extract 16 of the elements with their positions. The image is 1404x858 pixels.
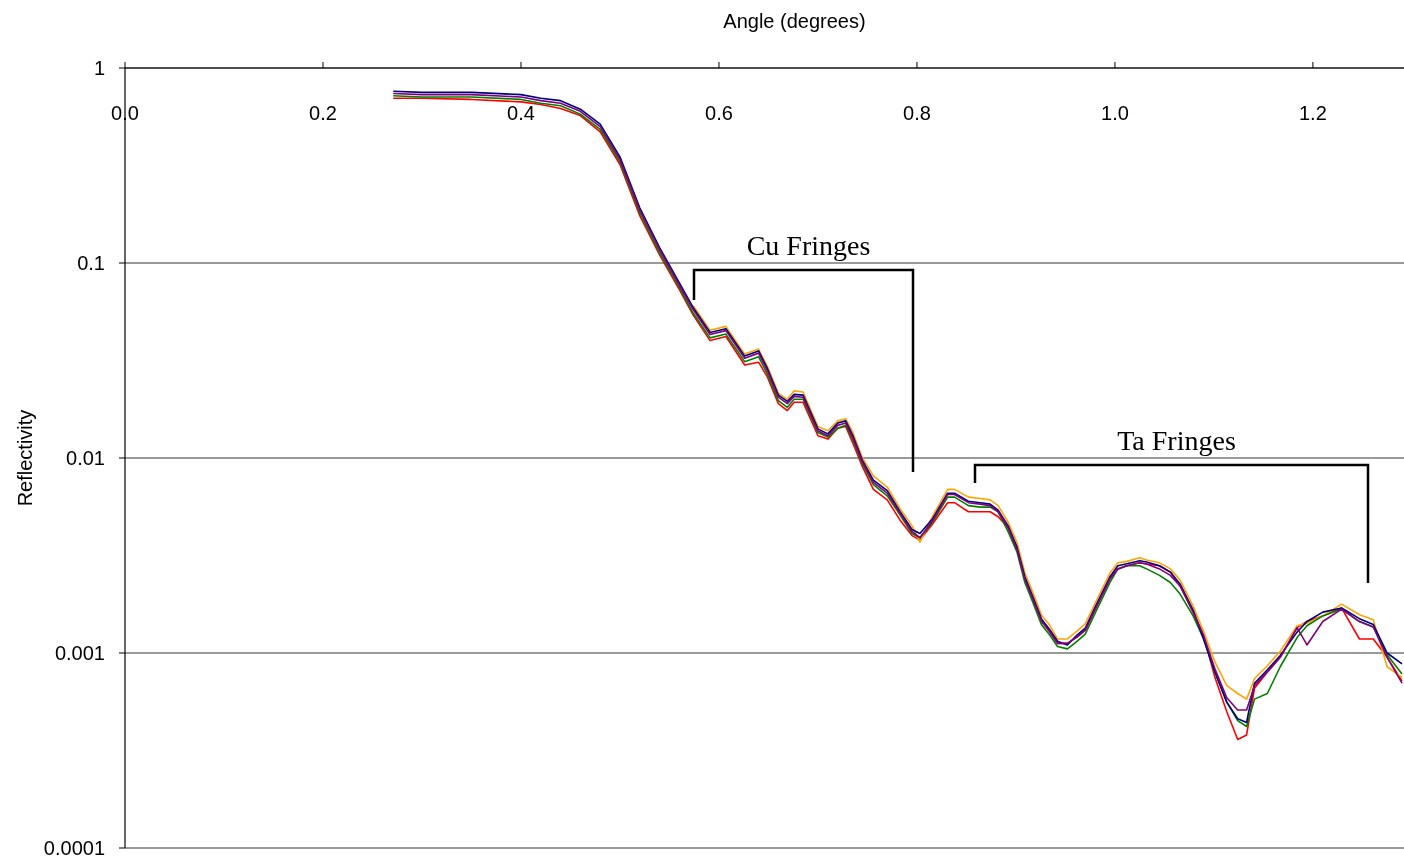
y-tick-label: 1 xyxy=(93,57,105,79)
x-tick-label: 0.4 xyxy=(507,102,535,124)
y-tick-label: 0.01 xyxy=(66,447,105,469)
x-axis-title: Angle (degrees) xyxy=(723,10,866,32)
x-tick-label: 1.0 xyxy=(1101,102,1129,124)
y-tick-label: 0.001 xyxy=(54,642,105,664)
x-tick-label: 0.6 xyxy=(705,102,733,124)
x-tick-label: 0.2 xyxy=(309,102,337,124)
annotation: Ta Fringes xyxy=(1117,425,1236,456)
y-axis-title: Reflectivity xyxy=(14,409,36,507)
x-tick-label: 1.2 xyxy=(1299,102,1327,124)
x-tick-label: 0.8 xyxy=(903,102,931,124)
annotation: Cu Fringes xyxy=(746,230,871,261)
line-series xyxy=(692,304,1403,700)
y-tick-label: 0.0001 xyxy=(43,837,105,858)
y-tick-label: 0.1 xyxy=(77,252,105,274)
